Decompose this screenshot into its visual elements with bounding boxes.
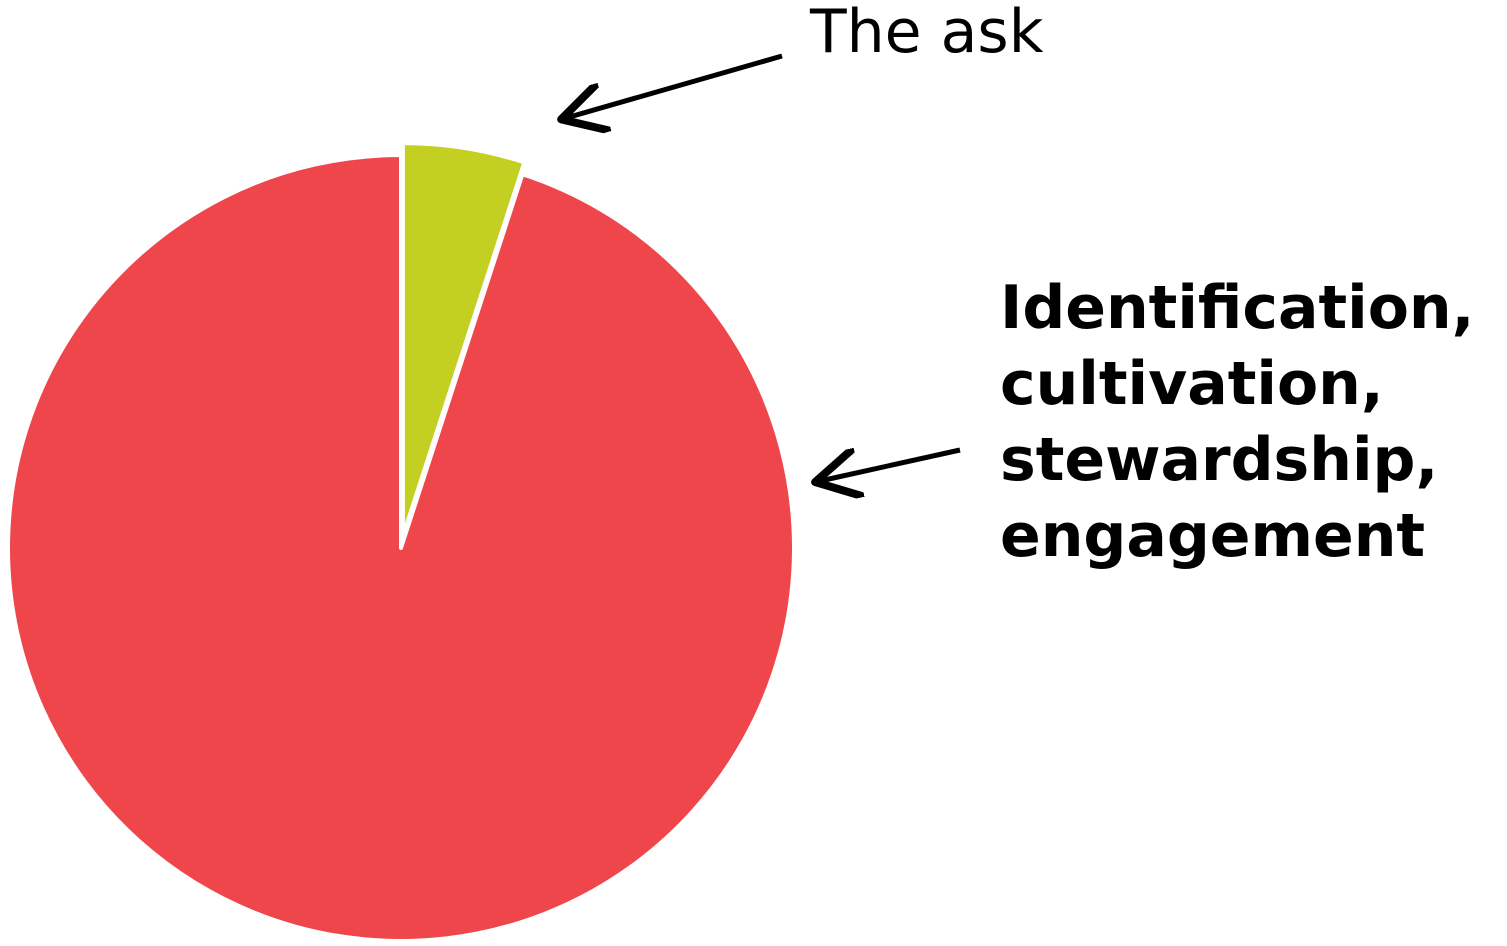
- main-label-line-3: stewardship,: [1000, 425, 1438, 495]
- ask-arrow: [566, 56, 782, 118]
- main-label-line-4: engagement: [1000, 501, 1425, 571]
- main-arrow: [820, 450, 960, 481]
- main-label: Identification, cultivation, stewardship…: [1000, 273, 1495, 571]
- main-label-line-2: cultivation,: [1000, 349, 1384, 419]
- main-label-line-1: Identification,: [1000, 273, 1474, 343]
- ask-label: The ask: [809, 0, 1044, 67]
- pie-slices: [7, 143, 795, 942]
